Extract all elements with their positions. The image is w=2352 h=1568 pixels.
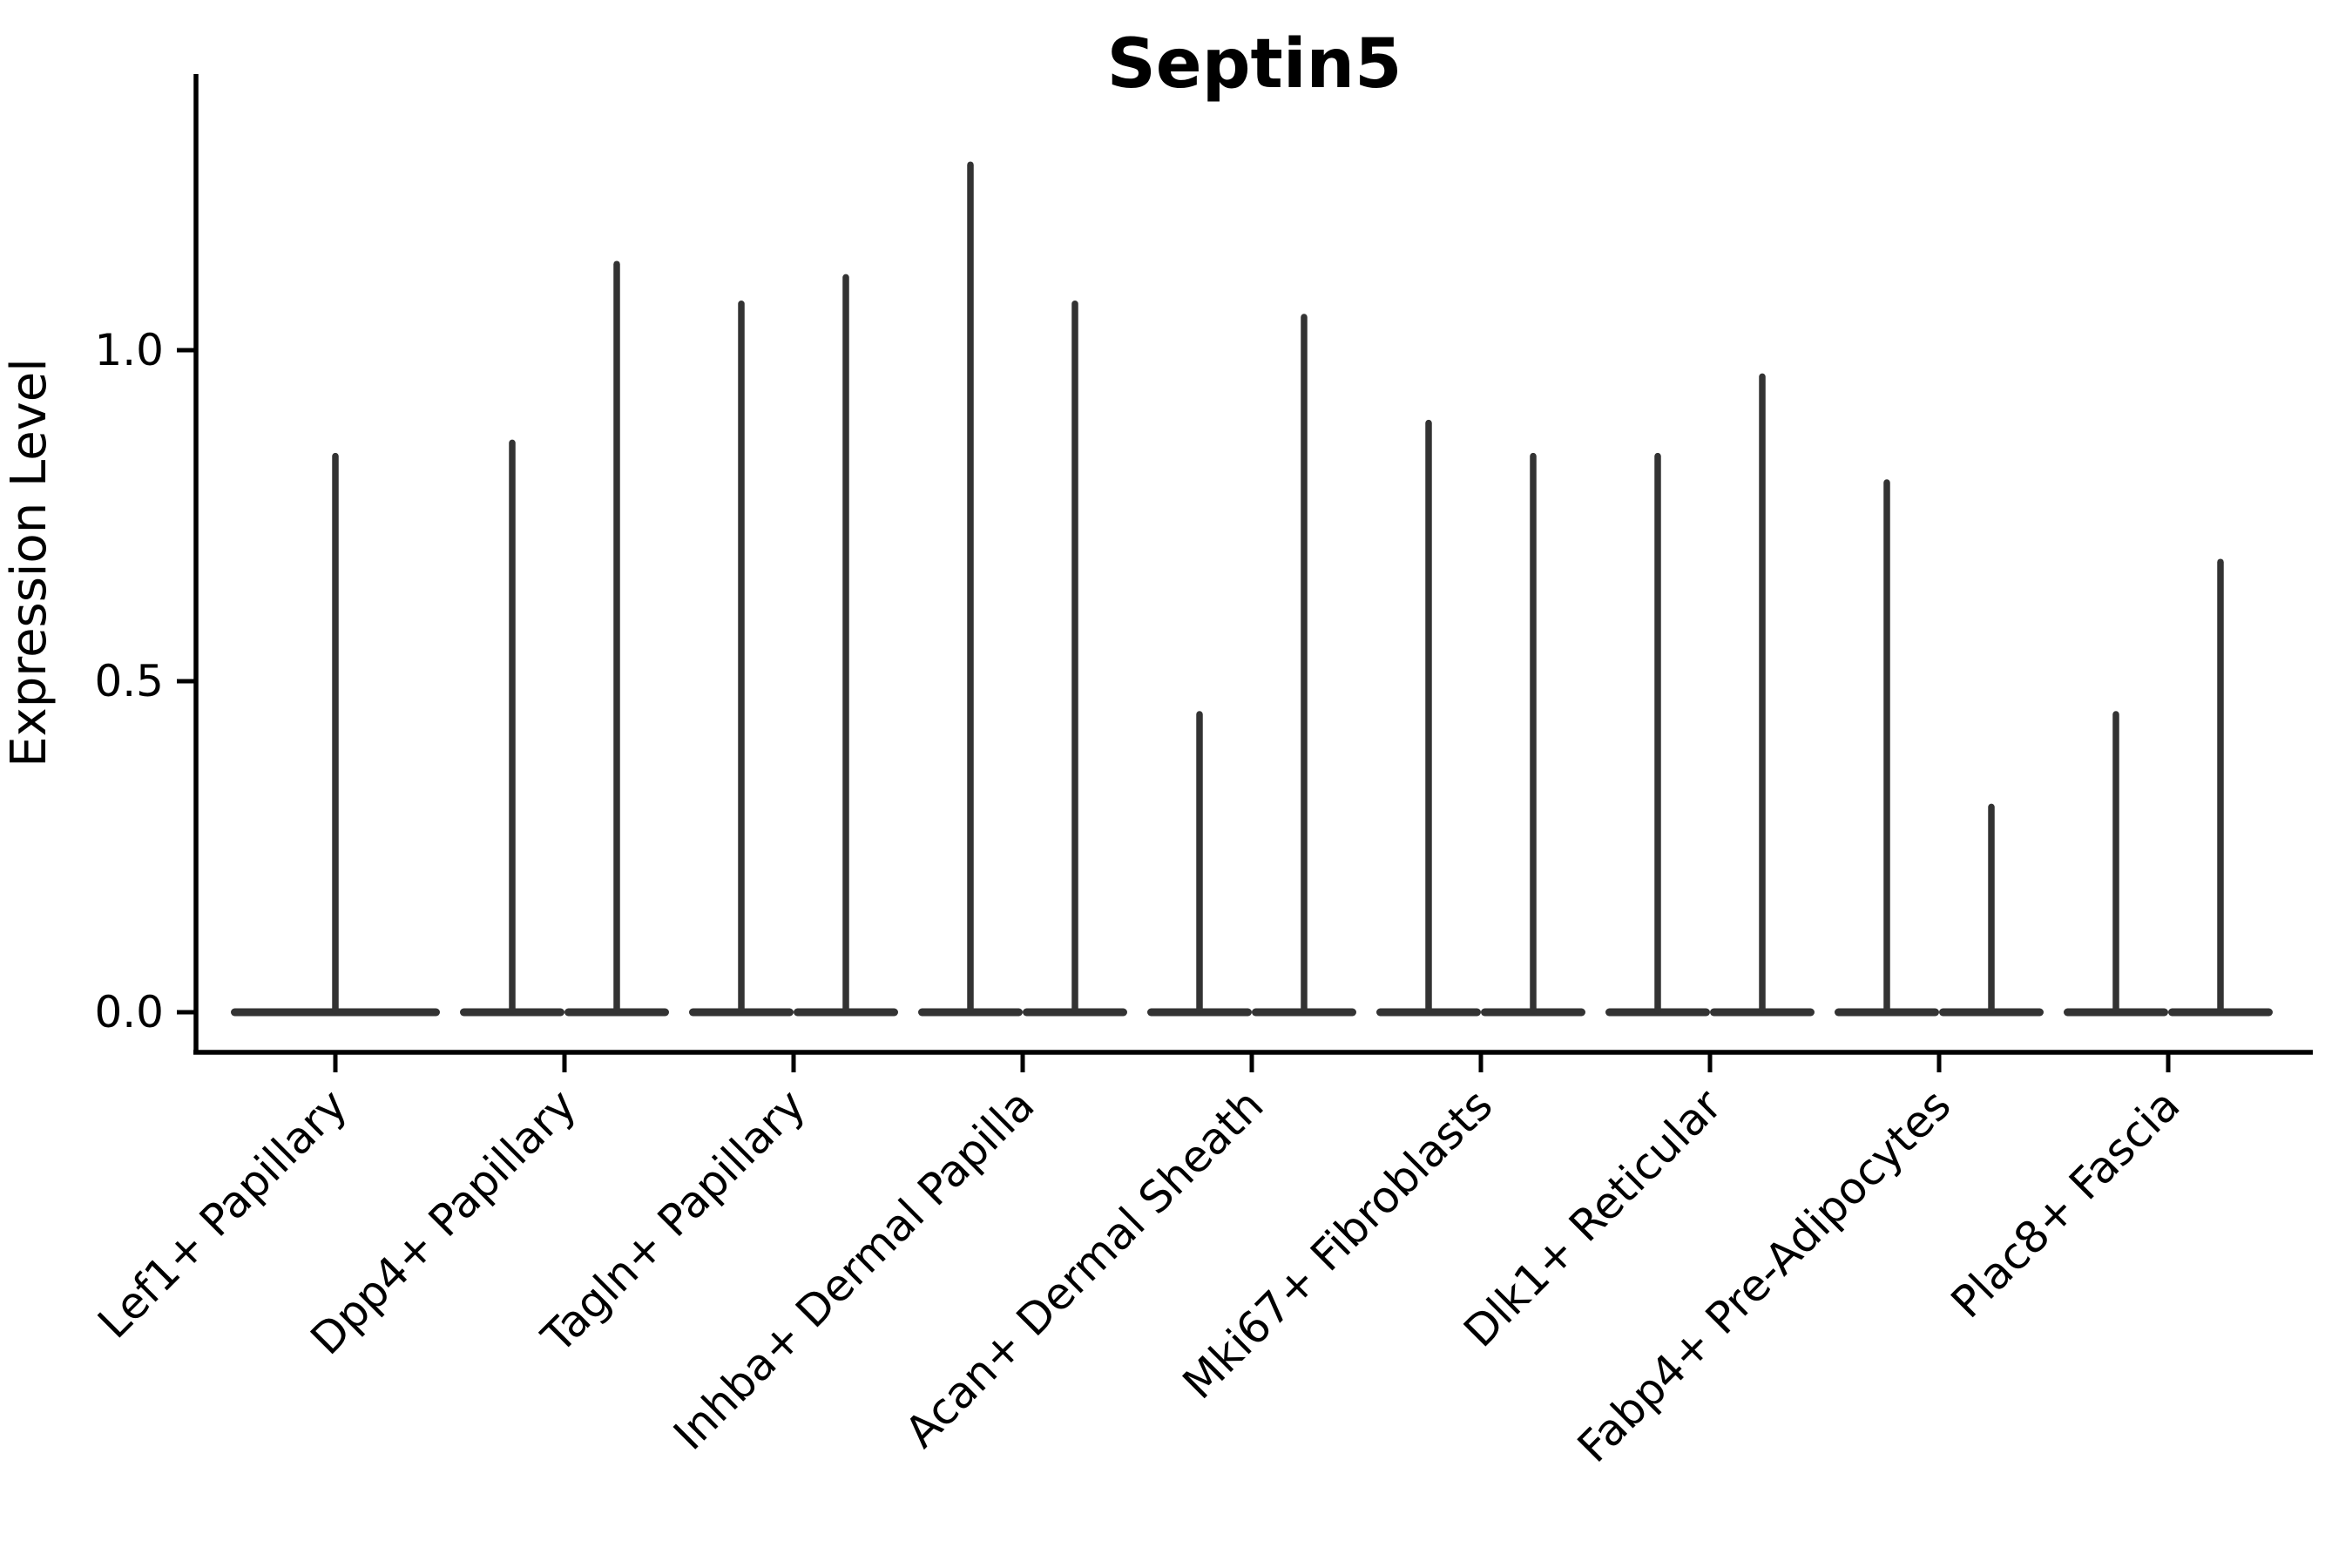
violin [1835, 479, 1939, 1017]
violin [1147, 711, 1252, 1017]
violin [1376, 419, 1481, 1017]
chart-title: Septin5 [1107, 25, 1402, 104]
y-tick-label-05: 0.5 [94, 656, 164, 706]
x-tick-label-fabp4-pre-adipocytes: Fabp4+ Pre-Adipocytes [1568, 1079, 1961, 1472]
violin [2064, 711, 2168, 1017]
y-tick-labels: 0.0 0.5 1.0 [94, 325, 164, 1037]
x-tick-label-plac8-fascia: Plac8+ Fascia [1942, 1079, 2190, 1328]
x-tick-labels: Lef1+ Papillary Dpp4+ Papillary Tagln+ P… [88, 1079, 2189, 1472]
violin [918, 161, 1023, 1017]
violin [564, 260, 669, 1017]
x-tick-label-lef1-papillary: Lef1+ Papillary [88, 1079, 356, 1348]
violin [1252, 314, 1356, 1017]
x-tick-marks [333, 1052, 2171, 1072]
violin [1710, 373, 1815, 1017]
y-axis-label: Expression Level [1, 358, 57, 767]
violin-group [231, 161, 2273, 1017]
violin [689, 301, 794, 1017]
y-tick-marks [177, 348, 196, 1015]
violin [1481, 452, 1585, 1017]
violin [460, 439, 564, 1017]
violin [1605, 452, 1710, 1017]
y-tick-label-0: 0.0 [94, 987, 164, 1037]
violin [1023, 301, 1127, 1017]
y-tick-label-1: 1.0 [94, 325, 164, 375]
violin [2168, 558, 2273, 1017]
violin [1939, 803, 2044, 1017]
violin [231, 452, 440, 1017]
violin [794, 274, 898, 1017]
